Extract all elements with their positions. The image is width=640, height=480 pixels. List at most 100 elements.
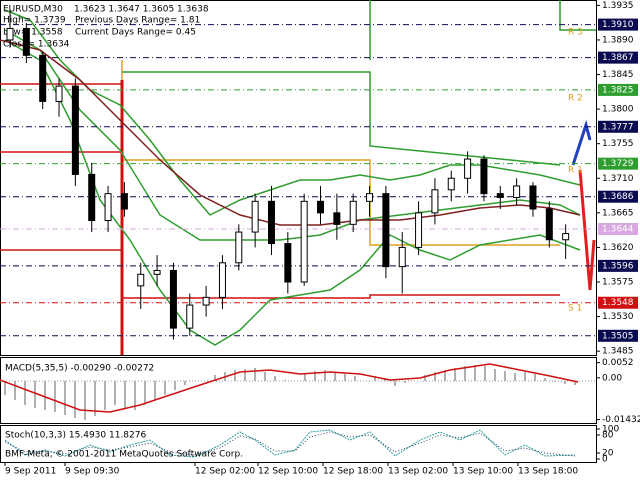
- symbol: EURUSD,M30: [3, 5, 63, 15]
- level-label: 1.3867: [602, 53, 634, 63]
- level-label: 1.3729: [602, 159, 634, 169]
- y-tick-label: 0: [602, 455, 608, 465]
- x-tick-label: 9 Sep 2011: [5, 467, 56, 477]
- y-tick-label: 0.00: [602, 373, 622, 383]
- info-high: High= 1.3739: [3, 16, 66, 26]
- candle-body: [169, 269, 177, 329]
- pivot-label: S 1: [568, 304, 582, 314]
- candle-body: [218, 262, 226, 298]
- stoch-main: [4, 429, 576, 458]
- candle-body: [284, 243, 292, 283]
- level-box: [598, 222, 638, 235]
- y-tick-label: 1.3530: [602, 312, 634, 322]
- y-tick-label: 1.3620: [602, 243, 634, 253]
- pivot-label: R 3: [568, 28, 583, 38]
- y-tick-label: 80: [602, 431, 614, 441]
- candle-body: [267, 200, 275, 245]
- candle-body: [349, 200, 357, 225]
- candle-body: [71, 85, 79, 175]
- y-tick-label: 1.3935: [602, 1, 634, 11]
- y-tick-label: 1.3575: [602, 278, 634, 288]
- level-box: [598, 157, 638, 170]
- arrow-down: [578, 169, 596, 291]
- candle-body: [88, 173, 96, 222]
- candle-body: [431, 189, 439, 214]
- stoch-pane: [0, 425, 597, 463]
- y-tick-label: 1.3890: [602, 35, 634, 45]
- stoch-signal: [4, 431, 576, 457]
- level-box: [598, 190, 638, 203]
- x-tick-label: 12 Sep 02:00: [195, 467, 255, 477]
- level-label: 1.3910: [602, 20, 634, 30]
- y-tick-label: 20: [602, 449, 614, 459]
- info-close: Close= 1.3634: [3, 40, 70, 50]
- level-box: [598, 329, 638, 342]
- candle-body: [202, 296, 210, 306]
- candle-body: [317, 200, 325, 214]
- y-tick-label: -0.01432: [602, 415, 640, 425]
- info-current-range: Current Days Range= 0.45: [75, 28, 196, 38]
- candle-body: [22, 27, 30, 56]
- candle-body: [447, 177, 455, 191]
- macd-title: MACD(5,35,5) -0.00290 -0.00272: [5, 364, 154, 374]
- candle-body: [235, 231, 243, 264]
- y-tick-label: 0.0052: [602, 358, 634, 368]
- candle-body: [104, 193, 112, 222]
- candle-body: [137, 273, 145, 287]
- x-tick-label: 13 Sep 18:00: [518, 467, 578, 477]
- info-prev-range: Previous Days Range= 1.81: [75, 16, 200, 26]
- candle-body: [496, 193, 504, 198]
- level-label: 1.3686: [602, 192, 634, 202]
- ohlc-text: 1.3623 1.3647 1.3605 1.3638: [74, 5, 209, 15]
- level-label: 1.3548: [602, 298, 634, 308]
- level-box: [598, 259, 638, 272]
- pivot-label: R 1: [568, 166, 583, 176]
- y-tick-label: 1.3845: [602, 70, 634, 80]
- level-box: [598, 120, 638, 133]
- candle-body: [382, 193, 390, 268]
- candle-body: [186, 304, 194, 329]
- y-tick-label: 1.3800: [602, 105, 634, 115]
- y-tick-label: 100: [602, 425, 619, 435]
- candle-body: [529, 185, 537, 210]
- candle-body: [39, 54, 47, 102]
- candle-body: [398, 246, 406, 268]
- pivot-label: R 2: [568, 94, 583, 104]
- level-label: 1.3505: [602, 331, 634, 341]
- stoch-title: Stoch(10,3,3) 15.4930 11.8276: [5, 431, 146, 441]
- y-tick-label: 1.3710: [602, 174, 634, 184]
- candle-body: [545, 208, 553, 241]
- x-tick-label: 12 Sep 18:00: [323, 467, 383, 477]
- candle-body: [366, 193, 374, 202]
- candle-body: [562, 233, 570, 241]
- y-tick-label: 1.3755: [602, 139, 634, 149]
- level-label: 1.3644: [602, 224, 634, 234]
- macd-histogram: [4, 365, 576, 420]
- candle-body: [333, 212, 341, 225]
- x-tick-label: 13 Sep 10:00: [453, 467, 513, 477]
- macd-pane: [0, 357, 597, 424]
- level-label: 1.3825: [602, 85, 634, 95]
- y-tick-label: 1.3665: [602, 208, 634, 218]
- level-box: [598, 296, 638, 309]
- x-tick-label: 13 Sep 02:00: [388, 467, 448, 477]
- candle-body: [415, 212, 423, 248]
- candle-body: [6, 27, 14, 41]
- candle-body: [480, 158, 488, 195]
- y-tick-label: 1.3485: [602, 347, 634, 357]
- arrow-up: [571, 119, 592, 166]
- info-low: Low= 1.3558: [3, 28, 63, 38]
- candle-body: [120, 193, 128, 210]
- candle-body: [300, 200, 308, 283]
- level-box: [598, 18, 638, 31]
- candle-body: [153, 269, 161, 275]
- x-tick-label: 12 Sep 10:00: [258, 467, 318, 477]
- candle-body: [55, 85, 63, 102]
- x-tick-label: 9 Sep 09:30: [65, 467, 120, 477]
- copyright: BMF-Meta, © 2001-2011 MetaQuotes Softwar…: [5, 450, 243, 460]
- macd-signal: [0, 363, 579, 413]
- candle-body: [464, 158, 472, 179]
- level-box: [598, 83, 638, 96]
